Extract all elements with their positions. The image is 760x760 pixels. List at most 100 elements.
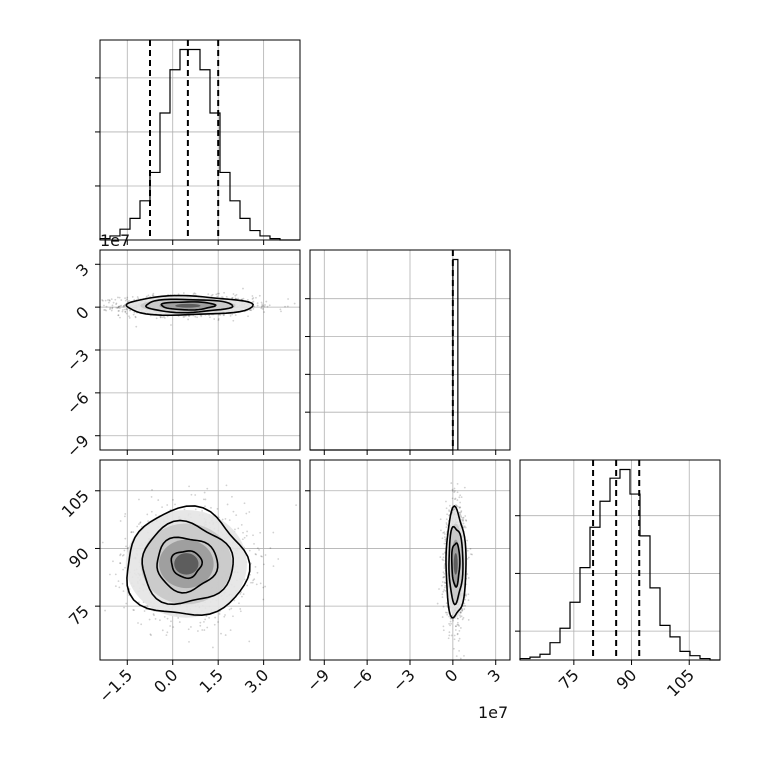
scatter-1-0-sample-point [208, 314, 210, 317]
scatter-1-0-sample-point [217, 319, 220, 321]
scatter-2-1-sample-point [447, 637, 450, 640]
scatter-2-1-sample-point [461, 609, 464, 612]
hist-1-steps [310, 258, 459, 451]
scatter-2-1-sample-point [466, 557, 469, 560]
scatter-1-0-sample-point [128, 299, 130, 302]
hist-1-frame [309, 249, 511, 451]
scatter-1-0-frame [99, 249, 301, 451]
scatter-2-1-sample-point [440, 529, 442, 532]
scatter-1-0-sample-point [252, 300, 255, 303]
scatter-2-0-sample-point [243, 536, 246, 539]
scatter-2-1-sample-point [448, 504, 451, 507]
scatter-2-0-sample-point [150, 496, 153, 498]
scatter-1-0-sample-point [117, 314, 120, 317]
scatter-1-0-sample-point [103, 309, 106, 311]
scatter-2-0-sample-point [255, 553, 257, 556]
scatter-2-0-x-tick-label: −1.5 [95, 665, 136, 706]
scatter-2-0-sample-point [188, 485, 190, 488]
scatter-1-0-sample-point [234, 297, 237, 300]
scatter-2-0-sample-point [229, 629, 232, 632]
scatter-1-0-sample-point [286, 305, 289, 308]
scatter-2-0-sample-point [210, 506, 212, 509]
param1-offset-label: 1e7 [478, 703, 508, 722]
scatter-2-1-sample-point [459, 627, 462, 629]
scatter-1-0-sample-point [242, 287, 244, 290]
scatter-2-0-sample-point [190, 493, 193, 496]
scatter-1-0-sample-point [132, 313, 135, 316]
scatter-1-0-sample-point [246, 298, 249, 301]
scatter-2-1-sample-point [458, 496, 461, 499]
scatter-2-1-sample-point [458, 625, 460, 627]
scatter-1-0-sample-point [112, 301, 115, 304]
scatter-2-0-sample-point [208, 616, 211, 619]
scatter-2-1-sample-point [463, 602, 466, 605]
scatter-2-0-sample-point [242, 593, 245, 596]
scatter-2-0-sample-point [201, 509, 204, 512]
scatter-2-0-sample-point [228, 608, 231, 611]
scatter-1-0-sample-point [247, 315, 249, 318]
scatter-2-0-sample-point [245, 534, 248, 537]
scatter-2-0-sample-point [124, 513, 127, 515]
scatter-2-0-sample-point [252, 579, 255, 582]
scatter-2-0-sample-point [234, 528, 236, 531]
scatter-2-0-sample-point [197, 630, 199, 632]
scatter-2-0-sample-point [254, 553, 257, 555]
scatter-2-1-sample-point [443, 589, 446, 591]
scatter-2-0-sample-point [148, 618, 151, 621]
scatter-2-1-sample-point [442, 590, 445, 593]
scatter-2-0-sample-point [221, 518, 224, 521]
scatter-1-0-sample-point [231, 297, 233, 299]
scatter-2-0-sample-point [203, 629, 206, 631]
scatter-2-1-sample-point [443, 575, 446, 578]
scatter-2-1-sample-point [467, 599, 470, 602]
scatter-1-0-sample-point [234, 294, 237, 297]
scatter-1-0-sample-point [252, 307, 255, 310]
scatter-1-0-y-tick-label: −6 [63, 388, 93, 418]
scatter-1-0-sample-point [83, 304, 85, 306]
scatter-1-0-sample-point [111, 307, 114, 310]
scatter-2-0-sample-point [166, 631, 169, 634]
scatter-1-0-sample-point [119, 305, 122, 308]
scatter-1-0-sample-point [109, 308, 111, 311]
scatter-2-0-sample-point [157, 499, 160, 501]
scatter-1-0-sample-point [207, 293, 210, 295]
scatter-2-0-sample-point [118, 586, 121, 589]
scatter-1-0-sample-point [103, 304, 105, 307]
scatter-1-0-sample-point [264, 304, 266, 306]
scatter-2-0-sample-point [117, 580, 120, 582]
scatter-2-0-sample-point [224, 614, 226, 616]
scatter-1-0-sample-point [232, 319, 235, 322]
scatter-1-0-sample-point [261, 308, 264, 310]
scatter-1-0-sample-point [123, 304, 125, 307]
scatter-1-0-sample-point [108, 301, 110, 304]
scatter-2-0-sample-point [248, 511, 251, 513]
scatter-2-0-sample-point [114, 585, 117, 588]
scatter-2-1-sample-point [456, 623, 459, 626]
scatter-2-0-sample-point [114, 573, 117, 576]
scatter-1-0-sample-point [250, 309, 253, 312]
scatter-2-1-sample-point [441, 581, 444, 583]
scatter-2-0-sample-point [241, 538, 244, 541]
scatter-2-0-sample-point [253, 542, 255, 545]
scatter-2-1-x-tick-label: 0 [441, 665, 462, 686]
scatter-1-0-sample-point [118, 307, 121, 310]
scatter-1-0-sample-point [208, 316, 211, 319]
scatter-2-0-sample-point [272, 565, 275, 568]
scatter-1-0-contour [125, 294, 254, 317]
scatter-2-1-sample-point [450, 634, 453, 637]
scatter-2-1-sample-point [467, 619, 470, 621]
scatter-2-0-sample-point [122, 568, 124, 571]
scatter-2-0-sample-point [123, 606, 125, 609]
scatter-1-0-sample-point [131, 295, 134, 298]
scatter-2-0-sample-point [88, 550, 90, 552]
scatter-2-0-sample-point [119, 554, 121, 557]
scatter-1-0-sample-point [128, 317, 131, 319]
scatter-2-0-sample-point [248, 549, 251, 552]
scatter-2-1-sample-point [456, 482, 459, 485]
scatter-2-0-sample-point [149, 633, 152, 636]
scatter-2-0-sample-point [124, 537, 127, 540]
scatter-1-0-sample-point [126, 296, 129, 299]
scatter-1-0-sample-point [223, 314, 225, 317]
scatter-1-0-sample-point [293, 302, 296, 305]
scatter-2-1-sample-point [442, 556, 445, 559]
